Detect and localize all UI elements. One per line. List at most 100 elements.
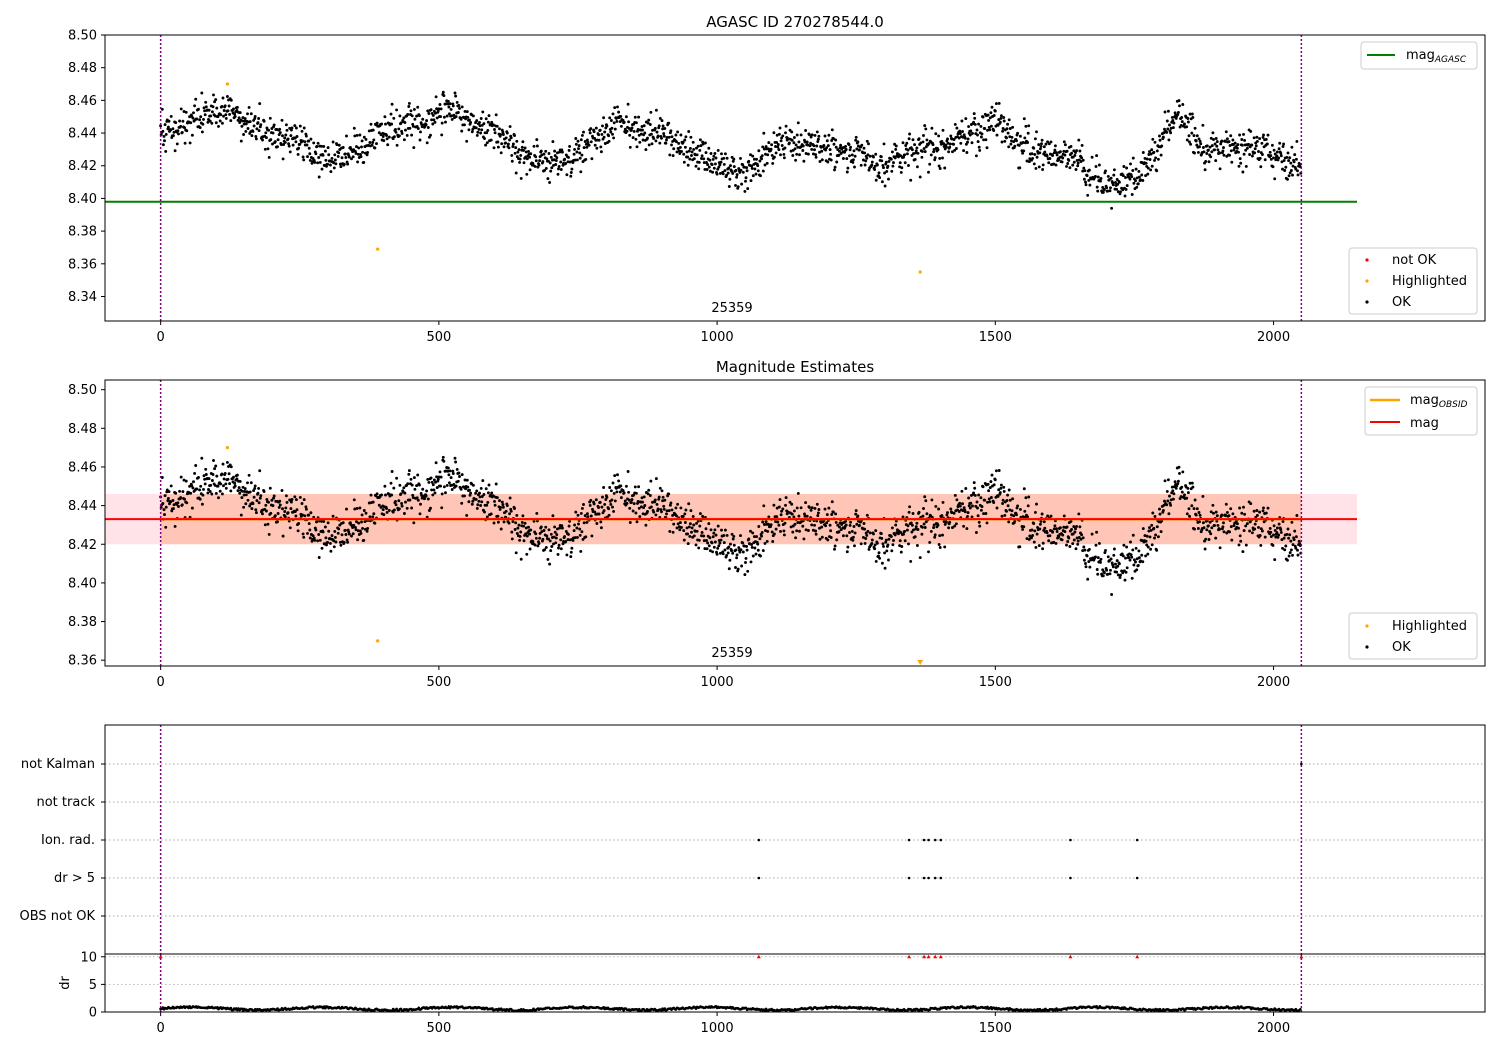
ok-point	[897, 155, 900, 159]
ok-point	[1053, 144, 1057, 148]
ok-point	[908, 132, 912, 136]
ok-point	[1114, 181, 1117, 184]
ok-point	[285, 500, 289, 504]
ok-point	[454, 115, 458, 119]
ok-point	[501, 130, 505, 134]
ok-point	[975, 500, 979, 504]
ok-point	[584, 157, 588, 161]
ok-point	[556, 172, 560, 176]
ok-point	[375, 121, 379, 125]
panel-flags: not Kalman not track Ion. rad. dr > 5 OB…	[20, 724, 1486, 955]
ok-point	[576, 139, 580, 143]
ok-point	[1031, 156, 1035, 160]
ok-point	[915, 521, 919, 525]
ok-point	[1149, 152, 1153, 156]
ok-point	[438, 470, 442, 474]
ok-point	[899, 170, 903, 174]
ok-point	[947, 150, 951, 154]
ok-point	[762, 504, 766, 508]
ok-point	[590, 534, 594, 538]
ok-point	[868, 531, 872, 535]
ok-point	[634, 137, 638, 141]
ok-point	[750, 164, 754, 168]
ok-point	[772, 155, 776, 159]
ok-point	[200, 456, 204, 460]
ok-point	[179, 107, 183, 111]
ok-point	[553, 149, 557, 153]
ok-point	[1279, 528, 1283, 532]
ok-point	[221, 462, 225, 466]
ok-point	[468, 493, 472, 497]
ok-point	[329, 549, 333, 553]
ok-point	[1087, 547, 1091, 551]
ok-point	[590, 157, 594, 161]
ok-point	[798, 529, 801, 533]
ok-point	[481, 110, 485, 114]
ok-point	[1066, 162, 1070, 165]
ok-point	[344, 156, 348, 159]
ok-point	[884, 160, 888, 164]
ok-point	[1168, 494, 1171, 498]
ok-point	[499, 505, 503, 509]
ok-point	[716, 148, 720, 152]
ok-point	[328, 541, 332, 545]
ok-point	[460, 501, 464, 505]
ok-point	[920, 525, 924, 529]
ok-point	[656, 134, 660, 138]
ok-point	[572, 152, 576, 156]
ok-point	[440, 506, 444, 510]
ok-point	[623, 499, 627, 503]
ok-point	[1237, 150, 1240, 154]
ok-point	[211, 473, 215, 476]
ok-point	[739, 534, 742, 538]
ok-point	[490, 120, 494, 124]
ok-point	[524, 526, 528, 530]
ok-point	[215, 474, 219, 478]
ok-point	[654, 108, 658, 112]
ok-point	[1296, 548, 1299, 552]
ok-point	[412, 107, 416, 111]
ok-point	[878, 556, 882, 560]
ok-point	[166, 497, 170, 500]
ok-point	[400, 504, 404, 508]
ok-point	[1090, 155, 1094, 159]
ok-point	[392, 135, 396, 139]
ok-point	[580, 133, 584, 137]
ok-point	[269, 138, 273, 142]
ok-point	[426, 126, 430, 129]
ok-point	[777, 523, 781, 527]
legend-ok-marker	[1365, 300, 1369, 304]
ok-point	[294, 498, 298, 502]
ok-point	[723, 152, 727, 156]
ok-point	[233, 115, 237, 118]
ok-point	[810, 506, 814, 510]
ok-point	[1099, 177, 1103, 180]
ok-point	[360, 145, 363, 149]
ok-point	[772, 131, 776, 135]
ok-point	[1171, 119, 1175, 122]
ok-point	[1103, 551, 1107, 555]
x-tick-label: 500	[426, 1021, 451, 1036]
ok-point	[1097, 163, 1101, 167]
ok-point	[1152, 150, 1156, 154]
ok-point	[1233, 141, 1237, 145]
ok-point	[1027, 124, 1031, 128]
ok-point	[677, 149, 681, 153]
ok-point	[270, 127, 274, 130]
ok-point	[593, 143, 597, 147]
ok-point	[1128, 558, 1132, 562]
ok-point	[475, 119, 479, 123]
ok-point	[907, 164, 910, 167]
ok-point	[301, 139, 304, 143]
ok-point	[1205, 152, 1209, 155]
ok-point	[1288, 551, 1292, 555]
ok-point	[1168, 123, 1171, 127]
ok-point	[237, 486, 241, 490]
ok-point	[1001, 502, 1005, 505]
ok-point	[688, 522, 692, 526]
ok-point	[1066, 540, 1070, 543]
ok-point	[913, 143, 917, 147]
ok-point	[184, 479, 188, 483]
ok-point	[244, 122, 248, 126]
ok-point	[747, 537, 751, 541]
